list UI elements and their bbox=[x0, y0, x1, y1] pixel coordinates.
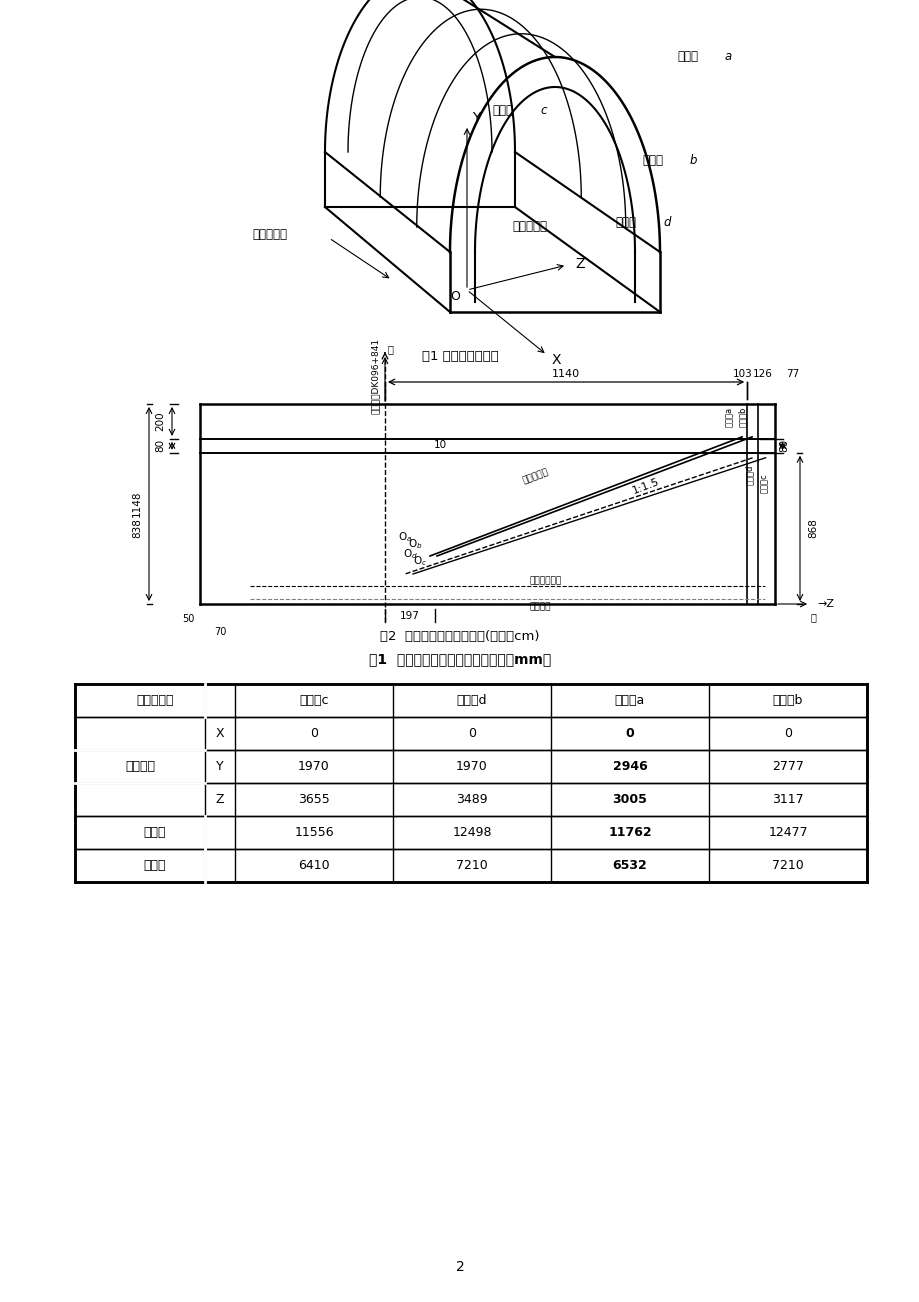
Text: X: X bbox=[215, 727, 224, 740]
Text: 2946: 2946 bbox=[612, 760, 647, 773]
Text: 图1 洞门俯视轮廓图: 图1 洞门俯视轮廓图 bbox=[421, 350, 498, 363]
Text: 12498: 12498 bbox=[452, 825, 492, 838]
Text: 2777: 2777 bbox=[771, 760, 803, 773]
Text: 轮廓线: 轮廓线 bbox=[492, 103, 513, 116]
Text: 1140: 1140 bbox=[551, 368, 580, 379]
Text: 7210: 7210 bbox=[456, 859, 487, 872]
Text: 868: 868 bbox=[807, 518, 817, 538]
Text: 2: 2 bbox=[455, 1260, 464, 1273]
Text: →Z: →Z bbox=[816, 599, 834, 609]
Text: 轮廓线b: 轮廓线b bbox=[737, 406, 746, 427]
Text: 轮廓线a: 轮廓线a bbox=[724, 406, 732, 427]
Text: 1970: 1970 bbox=[456, 760, 487, 773]
Text: 126: 126 bbox=[752, 368, 771, 379]
Text: 水沟盖板顶面: 水沟盖板顶面 bbox=[529, 577, 562, 586]
Text: 80: 80 bbox=[778, 439, 789, 452]
Text: 轮廓线c: 轮廓线c bbox=[299, 694, 328, 707]
Text: 50: 50 bbox=[182, 615, 194, 624]
Text: 轮廓线: 轮廓线 bbox=[676, 51, 698, 64]
Text: 3005: 3005 bbox=[612, 793, 647, 806]
Text: 12477: 12477 bbox=[767, 825, 807, 838]
Text: Y: Y bbox=[216, 760, 223, 773]
Text: 轮廓线要素: 轮廓线要素 bbox=[136, 694, 174, 707]
Text: 200: 200 bbox=[154, 411, 165, 431]
Text: O$_a$: O$_a$ bbox=[397, 530, 412, 544]
Text: 6532: 6532 bbox=[612, 859, 647, 872]
Text: 1148: 1148 bbox=[131, 491, 142, 517]
Text: 轮廓线: 轮廓线 bbox=[641, 154, 663, 167]
Text: 图2  帽檐斜切式洞门侧面图(单位：cm): 图2 帽檐斜切式洞门侧面图(单位：cm) bbox=[380, 630, 539, 643]
Text: 1:1.5: 1:1.5 bbox=[630, 477, 661, 496]
Text: 表1  帽檐轮廓线椭圆要素表（单位：mm）: 表1 帽檐轮廓线椭圆要素表（单位：mm） bbox=[369, 652, 550, 667]
Text: 轴: 轴 bbox=[810, 612, 815, 622]
Text: 轮廓线d: 轮廓线d bbox=[456, 694, 487, 707]
Text: O$_d$: O$_d$ bbox=[403, 547, 417, 561]
Text: 80: 80 bbox=[154, 439, 165, 452]
Text: 轮廓线d: 轮廓线d bbox=[744, 465, 754, 484]
Text: 水沟盖板顶: 水沟盖板顶 bbox=[252, 228, 287, 241]
Text: 短半轴: 短半轴 bbox=[143, 859, 166, 872]
Text: 隧道中轴面: 隧道中轴面 bbox=[512, 220, 547, 233]
Text: 838: 838 bbox=[131, 518, 142, 538]
Text: 6410: 6410 bbox=[298, 859, 329, 872]
Text: 隧道中轴面: 隧道中轴面 bbox=[521, 467, 550, 486]
Text: O: O bbox=[449, 289, 460, 302]
Text: Z: Z bbox=[216, 793, 224, 806]
Text: 7210: 7210 bbox=[771, 859, 803, 872]
Text: 布藏顶面: 布藏顶面 bbox=[529, 603, 550, 612]
Text: 0: 0 bbox=[468, 727, 475, 740]
Text: 3489: 3489 bbox=[456, 793, 487, 806]
Text: 椭圆中心: 椭圆中心 bbox=[125, 760, 154, 773]
Text: 197: 197 bbox=[400, 611, 419, 621]
Text: 70: 70 bbox=[213, 628, 226, 637]
Text: a: a bbox=[724, 51, 732, 64]
Text: 77: 77 bbox=[786, 368, 799, 379]
Text: d: d bbox=[663, 216, 670, 228]
Text: 0: 0 bbox=[310, 727, 318, 740]
Text: 0: 0 bbox=[783, 727, 791, 740]
Text: 0: 0 bbox=[625, 727, 634, 740]
Text: 10: 10 bbox=[433, 440, 446, 449]
Text: 3655: 3655 bbox=[298, 793, 330, 806]
Text: Y: Y bbox=[471, 111, 480, 125]
Text: O$_b$: O$_b$ bbox=[407, 538, 422, 551]
Text: 轮廓线c: 轮廓线c bbox=[759, 473, 768, 492]
Text: c: c bbox=[539, 103, 546, 116]
Text: O$_c$: O$_c$ bbox=[413, 555, 426, 568]
Text: Z: Z bbox=[574, 256, 584, 271]
Text: 轮廓线b: 轮廓线b bbox=[772, 694, 802, 707]
Text: 11762: 11762 bbox=[607, 825, 651, 838]
Text: 3117: 3117 bbox=[771, 793, 803, 806]
Text: 洞口里程DK096+841: 洞口里程DK096+841 bbox=[370, 339, 380, 414]
Text: 11556: 11556 bbox=[294, 825, 334, 838]
Text: 长半轴: 长半轴 bbox=[143, 825, 166, 838]
Text: 1970: 1970 bbox=[298, 760, 330, 773]
Text: 103: 103 bbox=[732, 368, 752, 379]
Text: b: b bbox=[689, 154, 697, 167]
Text: 轮廓线a: 轮廓线a bbox=[614, 694, 644, 707]
Text: X: X bbox=[551, 353, 561, 367]
Text: 轮廓线: 轮廓线 bbox=[614, 216, 635, 228]
Text: 墙: 墙 bbox=[387, 344, 392, 354]
